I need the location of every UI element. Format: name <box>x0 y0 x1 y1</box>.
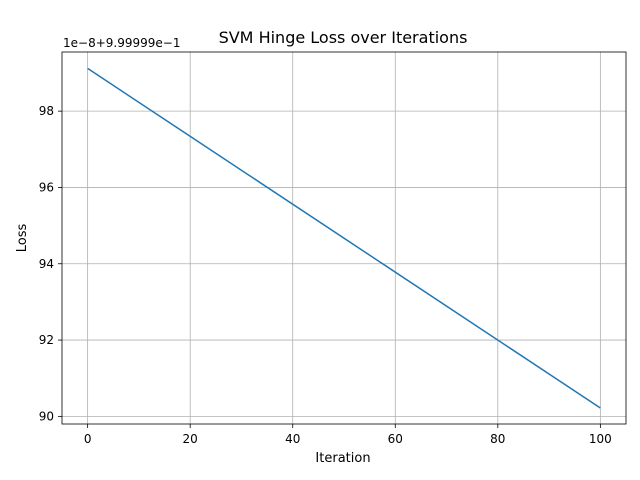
y-axis-offset-label: 1e−8+9.99999e−1 <box>63 36 180 50</box>
x-tick-label: 20 <box>183 432 198 446</box>
y-tick-label: 98 <box>39 104 54 118</box>
y-tick-label: 92 <box>39 333 54 347</box>
x-tick-label: 100 <box>589 432 612 446</box>
x-axis-label: Iteration <box>315 451 370 466</box>
y-tick-label: 94 <box>39 257 54 271</box>
y-tick-label: 96 <box>39 180 54 194</box>
plot-frame <box>61 51 627 425</box>
chart-title: SVM Hinge Loss over Iterations <box>219 28 468 47</box>
x-tick-label: 80 <box>490 432 505 446</box>
x-tick-label: 60 <box>388 432 403 446</box>
y-tick-label: 90 <box>39 409 54 423</box>
grid <box>62 52 626 424</box>
y-axis-label: Loss <box>15 224 30 253</box>
loss-series-line <box>87 67 601 409</box>
x-axis-ticks: 0 20 40 60 80 100 <box>84 424 612 446</box>
y-axis-ticks: 90 92 94 96 98 <box>39 104 62 423</box>
x-tick-label: 40 <box>285 432 300 446</box>
series-group <box>87 67 601 409</box>
x-tick-label: 0 <box>84 432 92 446</box>
